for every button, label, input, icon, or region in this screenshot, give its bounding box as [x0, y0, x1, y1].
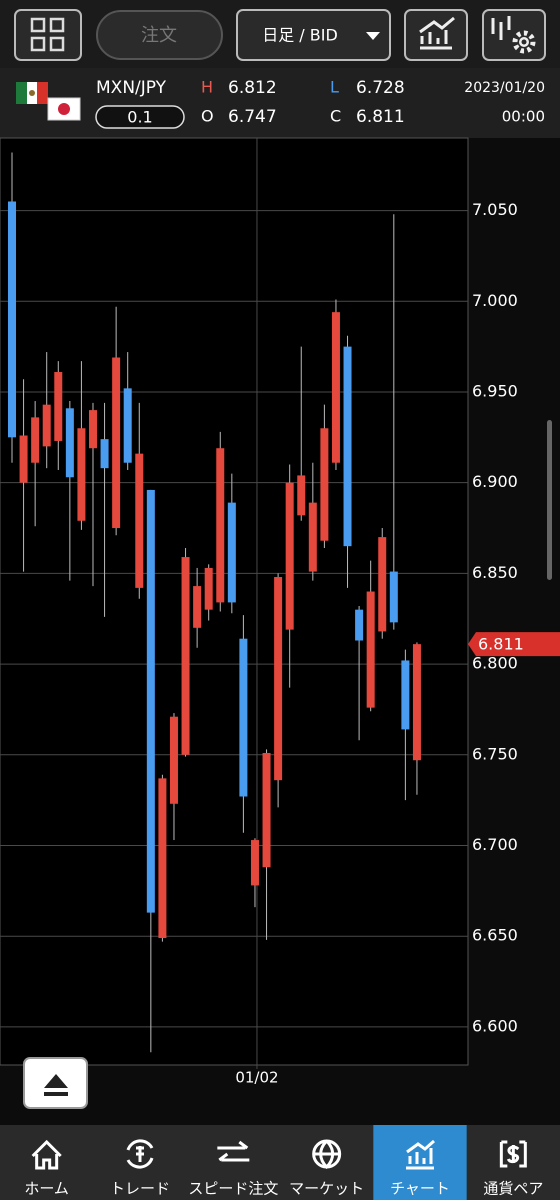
nav-label: チャート [390, 1180, 450, 1198]
nav-tab[interactable]: ホーム [24, 1139, 69, 1198]
nav-tab[interactable]: マーケット [289, 1139, 364, 1198]
nav-label: ホーム [24, 1180, 69, 1198]
lot-field[interactable]: 0.1 [95, 105, 185, 129]
y-tick-label: 6.800 [472, 654, 518, 673]
close-value: 6.811 [356, 107, 405, 127]
candle-body [285, 482, 294, 630]
currency-pair: MXN/JPY [96, 78, 167, 98]
candle-body [181, 557, 190, 755]
y-tick-label: 6.650 [472, 926, 518, 945]
time: 00:00 [502, 108, 545, 126]
high-label: H [201, 78, 213, 97]
x-tick-label: 01/02 [235, 1069, 278, 1087]
open-value: 6.747 [228, 107, 277, 127]
timeframe-label: 日足 / BID [262, 26, 338, 45]
candle-body [216, 448, 225, 603]
low-label: L [330, 78, 339, 97]
candle-body [8, 201, 16, 438]
nav-icon [406, 1139, 435, 1170]
candle-body [262, 752, 271, 868]
candle-body [412, 644, 421, 761]
order-label: 注文 [141, 25, 177, 46]
y-tick-label: 7.050 [472, 200, 518, 219]
plot: 6.600 6.650 6.700 6.750 6.800 6.850 6.900 6.950… [0, 138, 560, 1087]
nav-icon [126, 1139, 154, 1169]
candle-body [401, 660, 410, 730]
price-marker [468, 632, 560, 657]
candle-body [88, 410, 97, 449]
nav-items: ホーム トレード スピード注文 マーケット チャート 通貨ペア [24, 1125, 543, 1200]
candle-body [42, 404, 51, 447]
candle-body [65, 408, 74, 478]
nav-label: 通貨ペア [483, 1180, 543, 1198]
scrollbar [547, 420, 552, 580]
date: 2023/01/20 [464, 80, 545, 96]
y-tick-label: 6.950 [472, 381, 518, 400]
candle-body [366, 591, 375, 708]
candle-body [389, 571, 398, 623]
candle-body [355, 609, 364, 641]
y-tick-label: 6.900 [472, 472, 518, 491]
candle-body [77, 428, 86, 521]
y-tick-label: 7.000 [472, 291, 518, 310]
nav-tab[interactable]: スピード注文 [188, 1140, 278, 1198]
low-value: 6.728 [356, 78, 405, 98]
y-tick-label: 6.700 [472, 835, 518, 854]
candle-body [158, 778, 167, 939]
bottom-nav [0, 1125, 560, 1200]
candle-body [378, 537, 387, 632]
candle-body [227, 502, 236, 603]
nav-tab[interactable]: 通貨ペア [483, 1140, 543, 1198]
candle-body [250, 840, 259, 886]
candle-body [31, 417, 40, 463]
quote-panel [0, 68, 560, 138]
nav-label: マーケット [289, 1180, 364, 1198]
candle-body [204, 567, 213, 610]
y-tick-label: 6.600 [472, 1016, 518, 1035]
candle-body [320, 428, 329, 541]
candle-body [297, 475, 306, 516]
candle-body [19, 435, 28, 483]
candle-body [123, 388, 132, 463]
candle-body [239, 638, 248, 797]
candle-body [146, 489, 155, 913]
indicator-button[interactable] [404, 9, 468, 61]
nav-label: スピード注文 [188, 1180, 278, 1198]
candle-body [331, 312, 340, 463]
menu-button[interactable] [14, 9, 82, 61]
collapse-button[interactable] [23, 1057, 88, 1109]
candle-body [100, 439, 109, 469]
candle-body [112, 357, 121, 529]
nav-tab[interactable]: トレード [110, 1139, 170, 1198]
nav-tab[interactable]: チャート [373, 1125, 467, 1200]
candle-body [343, 346, 352, 547]
flags [16, 82, 81, 121]
nav-label: トレード [110, 1180, 170, 1198]
high-value: 6.812 [228, 78, 277, 98]
lot-value: 0.1 [127, 108, 152, 127]
candle-body [308, 502, 317, 572]
nav-icon [217, 1140, 250, 1162]
candle-body [274, 577, 283, 781]
order-button[interactable]: 注文 [96, 10, 223, 60]
candle-body [193, 586, 202, 628]
nav-icon [499, 1140, 527, 1168]
timeframe-dropdown[interactable]: 日足 / BID [236, 9, 391, 61]
nav-active-bg [373, 1125, 467, 1200]
y-tick-label: 6.850 [472, 563, 518, 582]
y-tick-label: 6.750 [472, 744, 518, 763]
candle-body [135, 453, 144, 588]
candle-body [54, 372, 63, 441]
open-label: O [201, 107, 214, 126]
settings-button[interactable] [482, 9, 546, 61]
nav-icon [31, 1139, 62, 1170]
price-marker-label: 6.811 [478, 635, 524, 654]
candle-body [169, 716, 178, 804]
nav-icon [312, 1139, 342, 1170]
close-label: C [330, 107, 341, 126]
